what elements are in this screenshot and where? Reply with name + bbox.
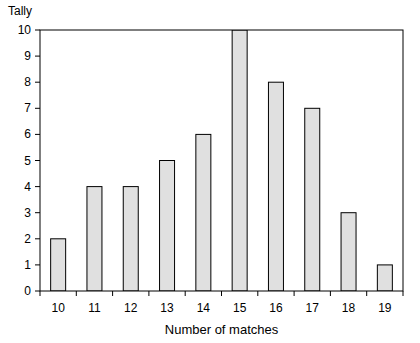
x-boundary-tick [330, 291, 331, 296]
x-tick-label: 16 [269, 301, 283, 315]
x-axis-label: Number of matches [165, 322, 279, 337]
x-tick-label: 19 [378, 301, 392, 315]
y-tick [35, 30, 40, 31]
y-tick [35, 264, 40, 265]
y-tick [35, 82, 40, 83]
x-tick-label: 17 [306, 301, 320, 315]
x-tick-label: 18 [342, 301, 356, 315]
x-tick-label: 13 [160, 301, 174, 315]
y-tick [35, 186, 40, 187]
y-tick-label: 9 [24, 49, 31, 63]
y-tick-label: 6 [24, 127, 31, 141]
bar [341, 213, 356, 291]
y-tick-label: 3 [24, 206, 31, 220]
bars [51, 30, 393, 291]
x-boundary-tick [148, 291, 149, 296]
y-tick [35, 134, 40, 135]
x-boundary-tick [403, 291, 404, 296]
x-tick-label: 15 [233, 301, 247, 315]
x-boundary-tick [221, 291, 222, 296]
y-tick-label: 10 [18, 23, 32, 37]
x-boundary-tick [294, 291, 295, 296]
x-tick-label: 11 [88, 301, 101, 315]
x-boundary-tick [366, 291, 367, 296]
y-tick [35, 238, 40, 239]
bar [232, 30, 247, 291]
x-boundary-tick [112, 291, 113, 296]
bar [87, 187, 102, 291]
bar [51, 239, 66, 291]
y-tick [35, 291, 40, 292]
y-tick [35, 212, 40, 213]
x-boundary-tick [185, 291, 186, 296]
bar [268, 82, 283, 291]
y-tick-label: 5 [24, 154, 31, 168]
bar [196, 134, 211, 291]
bar [123, 187, 138, 291]
y-tick-label: 7 [24, 101, 31, 115]
y-tick [35, 160, 40, 161]
x-tick-label: 12 [124, 301, 138, 315]
y-tick [35, 108, 40, 109]
bar [160, 161, 175, 292]
y-tick-label: 8 [24, 75, 31, 89]
x-boundary-tick [257, 291, 258, 296]
y-tick-label: 0 [24, 284, 31, 298]
y-tick [35, 56, 40, 57]
x-tick-label: 14 [197, 301, 211, 315]
bar [305, 108, 320, 291]
x-boundary-tick [76, 291, 77, 296]
plot-frame [40, 30, 403, 291]
y-tick-label: 4 [24, 180, 31, 194]
x-tick-label: 10 [51, 301, 65, 315]
chart-container: 01234567891010111213141516171819Number o… [0, 0, 420, 343]
chart-svg: 01234567891010111213141516171819Number o… [0, 0, 420, 343]
y-tick-label: 2 [24, 232, 31, 246]
y-axis-label: Tally [8, 4, 32, 18]
bar [377, 265, 392, 291]
x-boundary-tick [40, 291, 41, 296]
y-tick-label: 1 [24, 258, 31, 272]
